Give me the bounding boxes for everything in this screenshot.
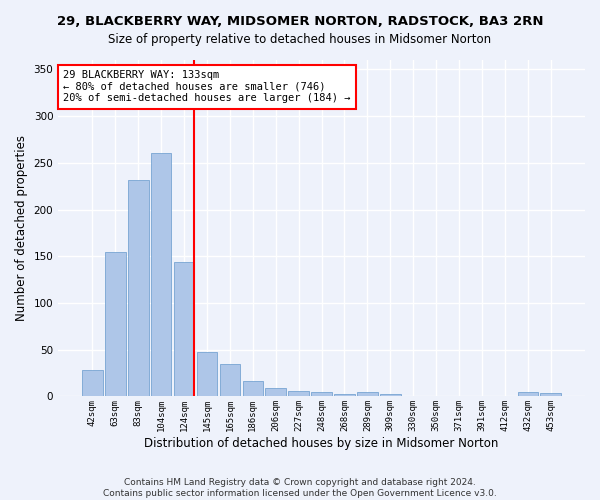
- Bar: [541, 392, 561, 396]
- Text: 29, BLACKBERRY WAY, MIDSOMER NORTON, RADSTOCK, BA3 2RN: 29, BLACKBERRY WAY, MIDSOMER NORTON, RAD…: [57, 15, 543, 28]
- Bar: [380, 394, 401, 396]
- Bar: [357, 392, 378, 396]
- Bar: [82, 370, 103, 396]
- Bar: [242, 382, 263, 396]
- Text: Contains HM Land Registry data © Crown copyright and database right 2024.
Contai: Contains HM Land Registry data © Crown c…: [103, 478, 497, 498]
- Y-axis label: Number of detached properties: Number of detached properties: [15, 135, 28, 321]
- Bar: [265, 388, 286, 396]
- Bar: [174, 262, 194, 396]
- Bar: [334, 394, 355, 396]
- Bar: [128, 180, 149, 396]
- Bar: [518, 392, 538, 396]
- Text: Size of property relative to detached houses in Midsomer Norton: Size of property relative to detached ho…: [109, 32, 491, 46]
- Bar: [151, 154, 172, 396]
- Bar: [289, 391, 309, 396]
- Text: 29 BLACKBERRY WAY: 133sqm
← 80% of detached houses are smaller (746)
20% of semi: 29 BLACKBERRY WAY: 133sqm ← 80% of detac…: [64, 70, 351, 103]
- Bar: [220, 364, 240, 396]
- Bar: [311, 392, 332, 396]
- Bar: [105, 252, 125, 396]
- X-axis label: Distribution of detached houses by size in Midsomer Norton: Distribution of detached houses by size …: [145, 437, 499, 450]
- Bar: [197, 352, 217, 397]
